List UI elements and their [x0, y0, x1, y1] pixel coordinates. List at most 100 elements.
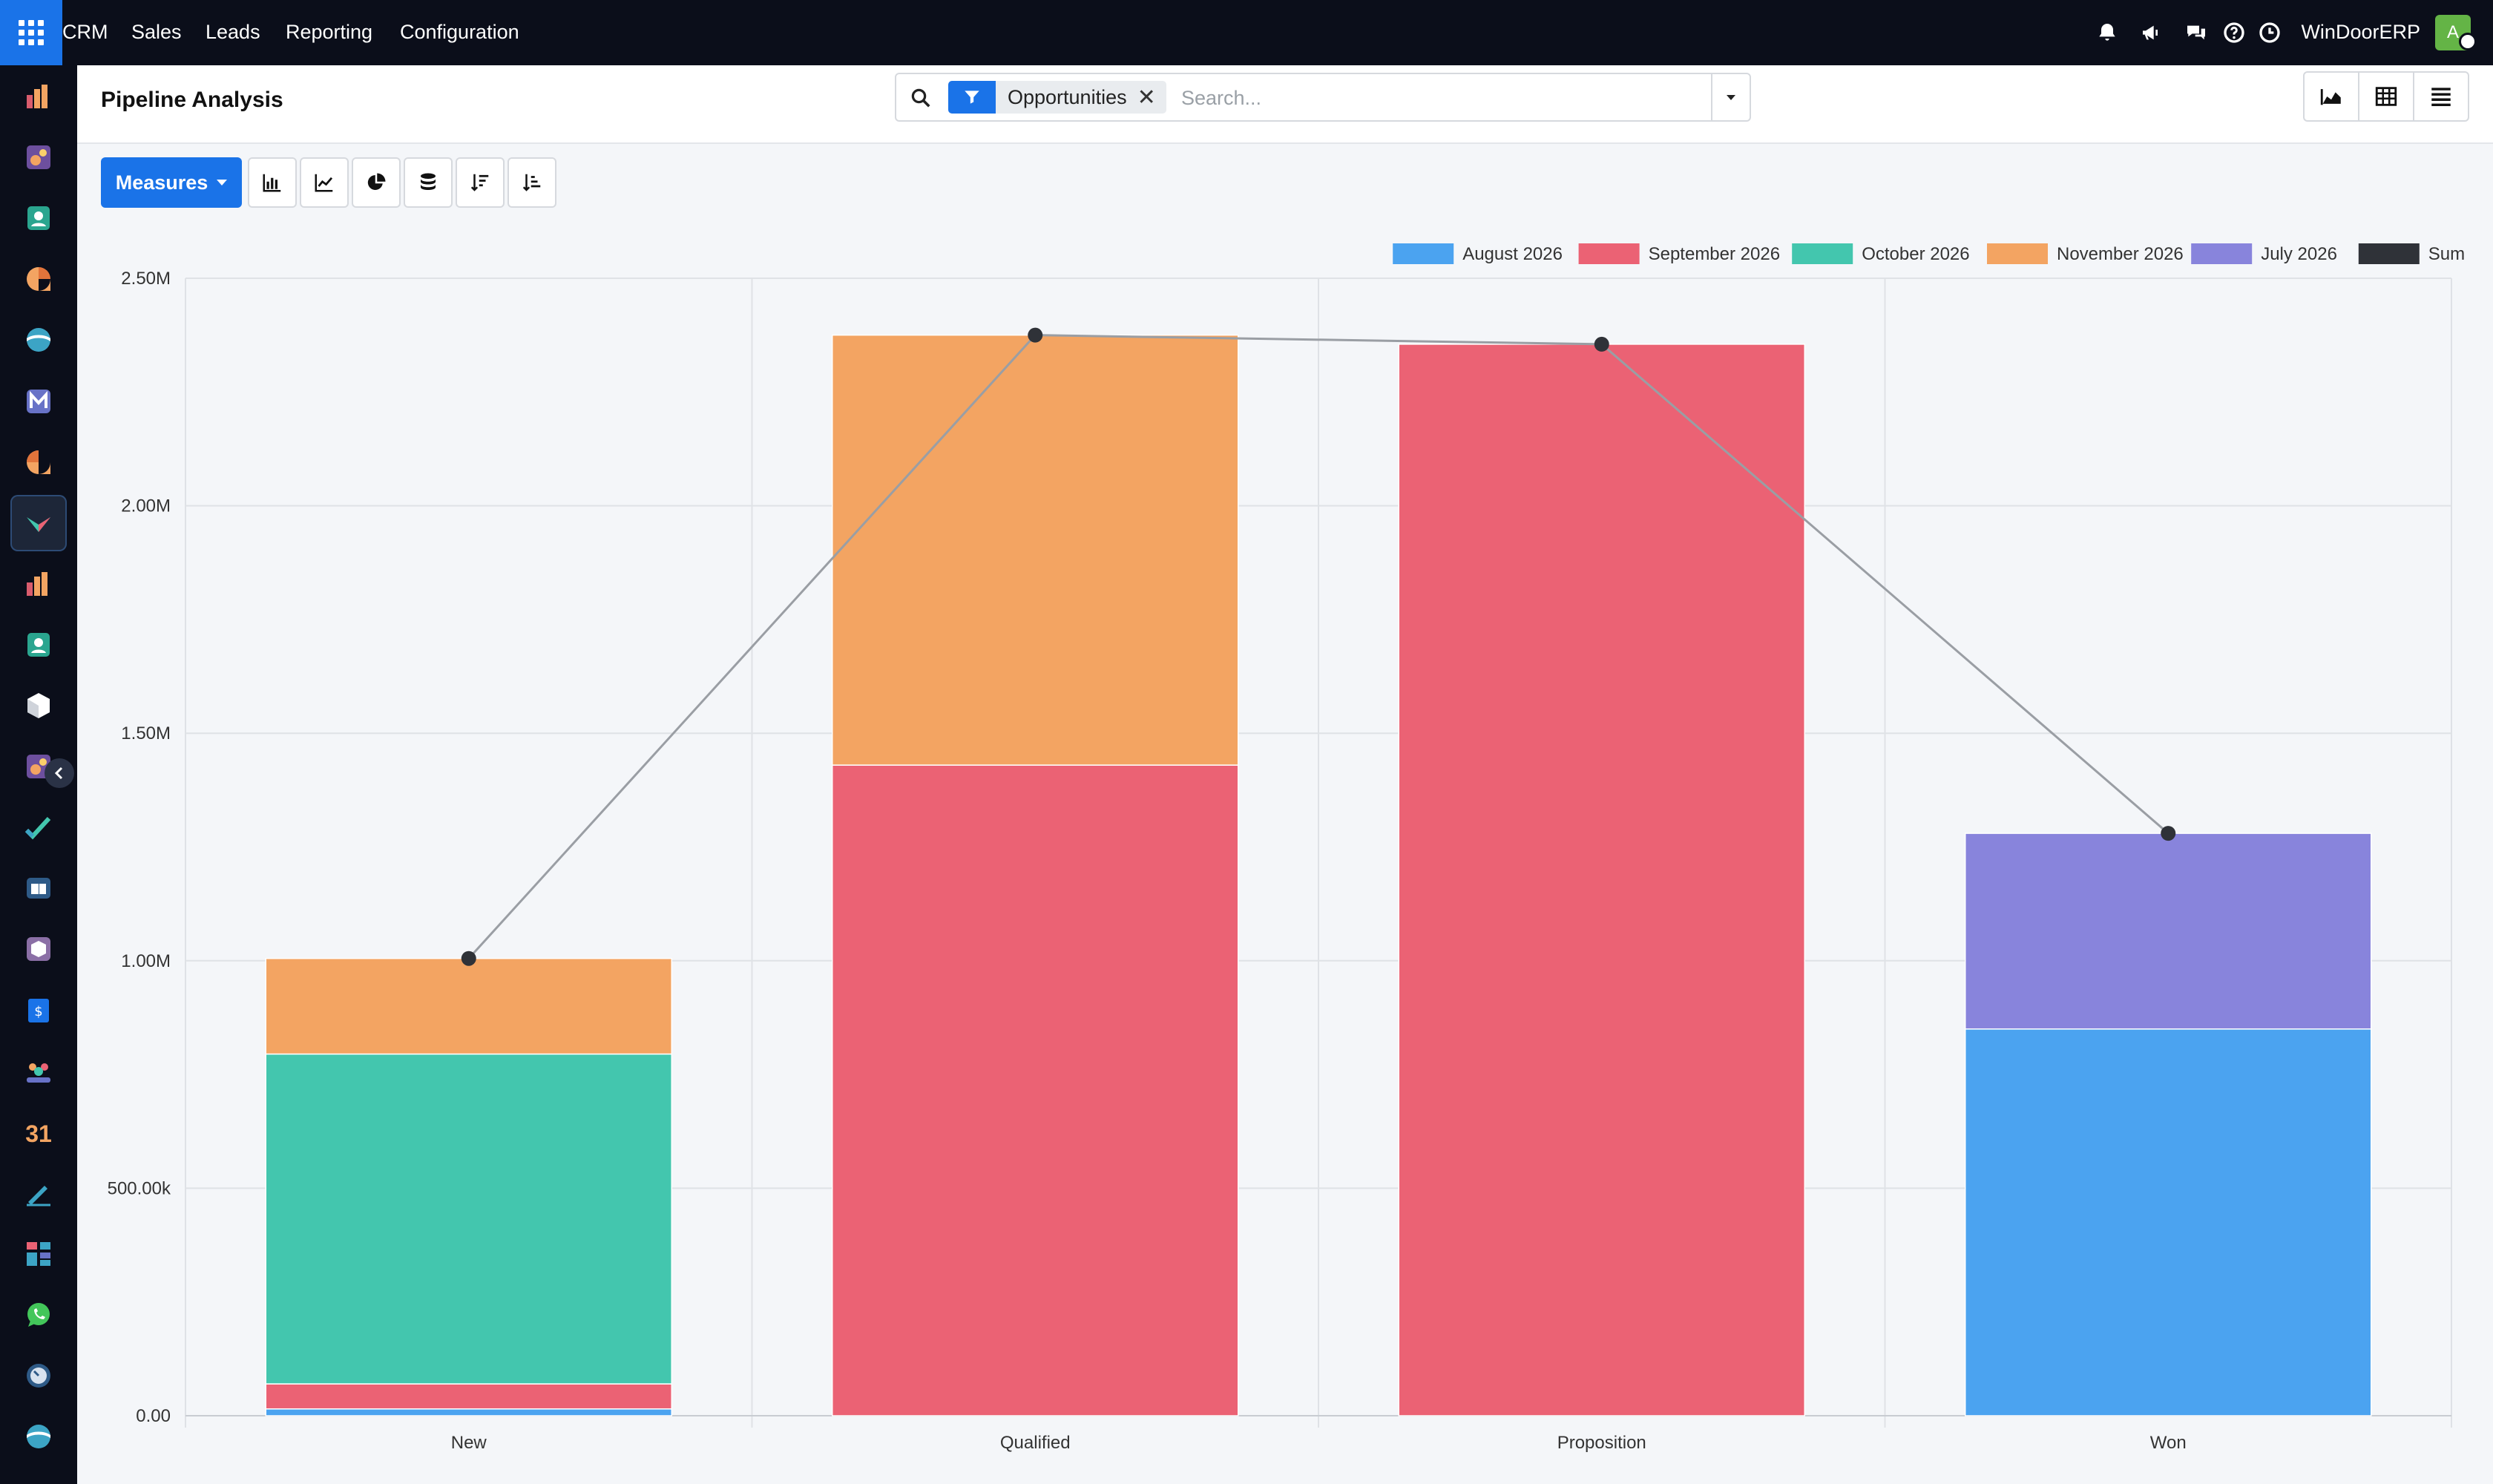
sidebar-item-discuss[interactable]: [10, 251, 67, 307]
pivot-view-button[interactable]: [2358, 71, 2414, 122]
sidebar-item-dashboard[interactable]: [10, 68, 67, 125]
facet-label: Opportunities: [1008, 85, 1127, 108]
menu-configuration[interactable]: Configuration: [400, 21, 519, 43]
sidebar-item-invoicing[interactable]: $: [10, 982, 67, 1039]
bar-segment: [265, 1053, 672, 1385]
help-icon[interactable]: [2222, 21, 2246, 45]
graph-view-button[interactable]: [2303, 71, 2359, 122]
contacts-icon: [27, 206, 50, 231]
legend-label: September 2026: [1649, 244, 1780, 264]
odoo-icon: [27, 328, 50, 352]
list-view-button[interactable]: [2413, 71, 2469, 122]
search-options-toggle[interactable]: [1711, 74, 1750, 120]
sidebar-collapse-button[interactable]: [45, 758, 74, 788]
sort-ascending-button[interactable]: [508, 157, 556, 208]
legend-swatch: [2191, 243, 2253, 264]
legend-swatch: [1578, 243, 1640, 264]
sidebar-item-knowledge[interactable]: [10, 860, 67, 916]
bar-chart-button[interactable]: [248, 157, 297, 208]
app-menu-button[interactable]: [0, 0, 62, 65]
page-title: Pipeline Analysis: [101, 88, 283, 112]
megaphone-icon[interactable]: [2140, 21, 2164, 45]
sidebar-item-calendar[interactable]: 31: [10, 1104, 67, 1160]
menu-leads[interactable]: Leads: [206, 21, 260, 43]
area-chart-icon: [2320, 89, 2341, 105]
line-chart-icon: [315, 174, 333, 192]
sidebar-item-contacts[interactable]: [10, 190, 67, 246]
dashboard-icon: [27, 571, 47, 596]
legend-swatch: [2358, 243, 2420, 264]
legend-label: November 2026: [2057, 244, 2184, 264]
search-icon[interactable]: [910, 87, 932, 109]
x-tick-label: Qualified: [1000, 1433, 1071, 1453]
sum-point: [2161, 826, 2176, 841]
sidebar-item-crm[interactable]: [10, 494, 67, 551]
sidebar-item-inventory-box[interactable]: [10, 921, 67, 977]
pie-chart-button[interactable]: [352, 157, 401, 208]
sidebar-item-contacts[interactable]: [10, 617, 67, 673]
legend-label: July 2026: [2261, 244, 2337, 264]
caret-down-icon: [1727, 95, 1735, 100]
line-chart-button[interactable]: [300, 157, 349, 208]
chat-icon[interactable]: [2184, 21, 2208, 45]
spreadsheet-icon: [27, 1241, 50, 1266]
sum-point: [1594, 336, 1609, 352]
measures-dropdown[interactable]: Measures: [101, 157, 242, 208]
whatsapp-icon: [27, 1303, 50, 1327]
inventory-icon: [27, 693, 50, 718]
facet-remove-icon[interactable]: ✕: [1137, 85, 1156, 110]
stacked-button[interactable]: [404, 157, 453, 208]
sidebar-item-dashboard[interactable]: [10, 556, 67, 612]
x-tick-label: Proposition: [1557, 1433, 1646, 1453]
svg-text:$: $: [34, 1004, 42, 1020]
legend-swatch: [1393, 243, 1454, 264]
bar-segment: [265, 1408, 672, 1416]
sidebar-item-whatsapp[interactable]: [10, 1287, 67, 1343]
menu-reporting[interactable]: Reporting: [286, 21, 373, 43]
sidebar-item-livechat[interactable]: [10, 434, 67, 490]
bar-segment: [1965, 833, 2372, 1030]
clock-icon[interactable]: [2258, 21, 2282, 45]
table-icon: [2375, 87, 2397, 106]
search-facet: Opportunities ✕: [948, 81, 1166, 114]
control-panel: Pipeline Analysis Opportunities ✕: [77, 65, 2493, 144]
sum-point: [461, 951, 476, 966]
legend-swatch: [1792, 243, 1853, 264]
svg-text:31: 31: [25, 1120, 52, 1147]
search-bar[interactable]: Opportunities ✕: [895, 73, 1751, 122]
menu-sales[interactable]: Sales: [131, 21, 182, 43]
chart-area: 0.00 500.00k 1.00M 1.50M 2.00M 2.50M New Qualif…: [77, 223, 2493, 1484]
search-input[interactable]: [1181, 82, 1612, 114]
pie-chart-icon: [367, 173, 386, 190]
sidebar-item-odoo[interactable]: [10, 312, 67, 368]
sidebar-item-timesheets[interactable]: [10, 1347, 67, 1404]
y-tick-label: 1.50M: [121, 723, 171, 743]
company-switcher[interactable]: WinDoorERP: [2301, 21, 2420, 43]
sort-descending-icon: [470, 174, 489, 191]
crm-icon: [27, 516, 50, 532]
sidebar-item-employees[interactable]: [10, 1043, 67, 1100]
sidebar-item-spreadsheet[interactable]: [10, 1226, 67, 1282]
status-dot: [2459, 33, 2477, 50]
bar-segment: [1965, 1028, 2372, 1416]
legend-swatch: [1987, 243, 2048, 264]
sidebar-item-documents[interactable]: [10, 129, 67, 186]
top-navbar: CRM Sales Leads Reporting Configuration …: [0, 0, 2493, 65]
x-tick-label: New: [451, 1433, 487, 1453]
sort-ascending-icon: [522, 174, 541, 191]
sort-descending-button[interactable]: [456, 157, 505, 208]
bell-icon[interactable]: [2095, 21, 2119, 45]
database-icon: [421, 173, 436, 190]
chevron-left-icon: [54, 766, 63, 780]
sum-point: [1028, 327, 1043, 343]
sidebar-item-odoo[interactable]: [10, 1408, 67, 1465]
todo-icon: [24, 817, 51, 840]
bar-segment: [1398, 344, 1805, 1416]
sidebar-item-email-marketing[interactable]: [10, 373, 67, 430]
sidebar-item-sign[interactable]: [10, 1165, 67, 1221]
contacts-icon: [27, 632, 50, 657]
y-tick-label: 500.00k: [108, 1178, 171, 1198]
sidebar-item-todo[interactable]: [10, 799, 67, 856]
sidebar-item-inventory[interactable]: [10, 677, 67, 734]
menu-crm[interactable]: CRM: [62, 21, 108, 43]
